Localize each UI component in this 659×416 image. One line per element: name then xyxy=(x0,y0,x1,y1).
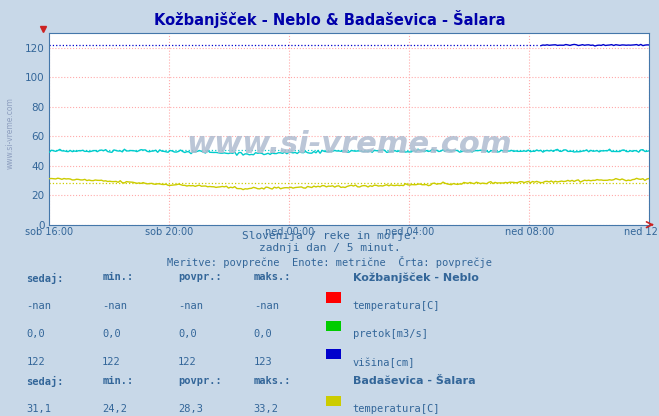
Text: zadnji dan / 5 minut.: zadnji dan / 5 minut. xyxy=(258,243,401,253)
Text: 0,0: 0,0 xyxy=(26,329,45,339)
Text: pretok[m3/s]: pretok[m3/s] xyxy=(353,329,428,339)
Text: min.:: min.: xyxy=(102,272,133,282)
Text: povpr.:: povpr.: xyxy=(178,272,221,282)
Text: povpr.:: povpr.: xyxy=(178,376,221,386)
Text: višina[cm]: višina[cm] xyxy=(353,357,415,368)
Text: 0,0: 0,0 xyxy=(254,329,272,339)
Text: www.si-vreme.com: www.si-vreme.com xyxy=(5,97,14,169)
Text: 122: 122 xyxy=(178,357,196,367)
Text: 123: 123 xyxy=(254,357,272,367)
Text: -nan: -nan xyxy=(26,301,51,311)
Text: 122: 122 xyxy=(26,357,45,367)
Text: 0,0: 0,0 xyxy=(178,329,196,339)
Text: -nan: -nan xyxy=(178,301,203,311)
Text: maks.:: maks.: xyxy=(254,272,291,282)
Text: temperatura[C]: temperatura[C] xyxy=(353,301,440,311)
Text: Kožbanjšček - Neblo: Kožbanjšček - Neblo xyxy=(353,272,478,283)
Text: 122: 122 xyxy=(102,357,121,367)
Text: sedaj:: sedaj: xyxy=(26,376,64,387)
Text: temperatura[C]: temperatura[C] xyxy=(353,404,440,414)
Text: www.si-vreme.com: www.si-vreme.com xyxy=(186,130,512,159)
Text: 33,2: 33,2 xyxy=(254,404,279,414)
Text: -nan: -nan xyxy=(102,301,127,311)
Text: 28,3: 28,3 xyxy=(178,404,203,414)
Text: Kožbanjšček - Neblo & Badaševica - Šalara: Kožbanjšček - Neblo & Badaševica - Šalar… xyxy=(154,10,505,28)
Text: sedaj:: sedaj: xyxy=(26,272,64,284)
Text: 31,1: 31,1 xyxy=(26,404,51,414)
Text: -nan: -nan xyxy=(254,301,279,311)
Text: Meritve: povprečne  Enote: metrične  Črta: povprečje: Meritve: povprečne Enote: metrične Črta:… xyxy=(167,256,492,268)
Text: maks.:: maks.: xyxy=(254,376,291,386)
Text: 0,0: 0,0 xyxy=(102,329,121,339)
Text: Badaševica - Šalara: Badaševica - Šalara xyxy=(353,376,475,386)
Text: Slovenija / reke in morje.: Slovenija / reke in morje. xyxy=(242,231,417,241)
Text: min.:: min.: xyxy=(102,376,133,386)
Text: 24,2: 24,2 xyxy=(102,404,127,414)
